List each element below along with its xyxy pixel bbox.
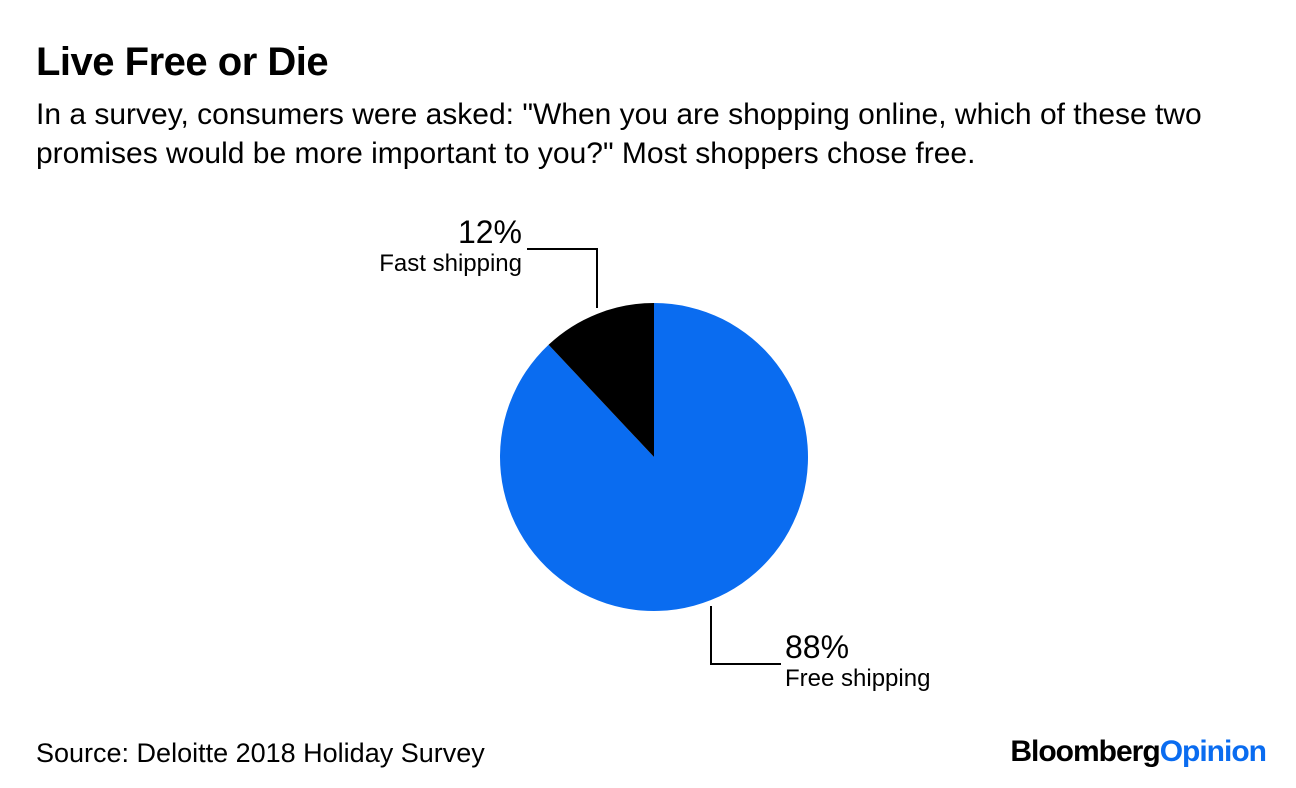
- leader-line-free-shipping: [710, 606, 781, 665]
- value-label-fast-shipping: 12%: [458, 214, 522, 250]
- logo-brand: Bloomberg: [1010, 735, 1160, 768]
- slice-label-free-shipping: Free shipping: [785, 665, 930, 692]
- bloomberg-opinion-logo: BloombergOpinion: [1010, 735, 1267, 769]
- chart-title: Live Free or Die: [36, 40, 329, 84]
- logo-suffix: Opinion: [1159, 735, 1267, 768]
- chart-subtitle: In a survey, consumers were asked: "When…: [36, 98, 1202, 170]
- slice-label-fast-shipping: Fast shipping: [379, 250, 522, 277]
- value-label-free-shipping: 88%: [785, 629, 849, 665]
- pie-slice-free-shipping: [499, 303, 808, 611]
- pie-slice-fast-shipping: [548, 303, 654, 457]
- pie-slices: [499, 303, 808, 611]
- leader-line-fast-shipping: [527, 248, 598, 308]
- source-note: Source: Deloitte 2018 Holiday Survey: [36, 738, 485, 768]
